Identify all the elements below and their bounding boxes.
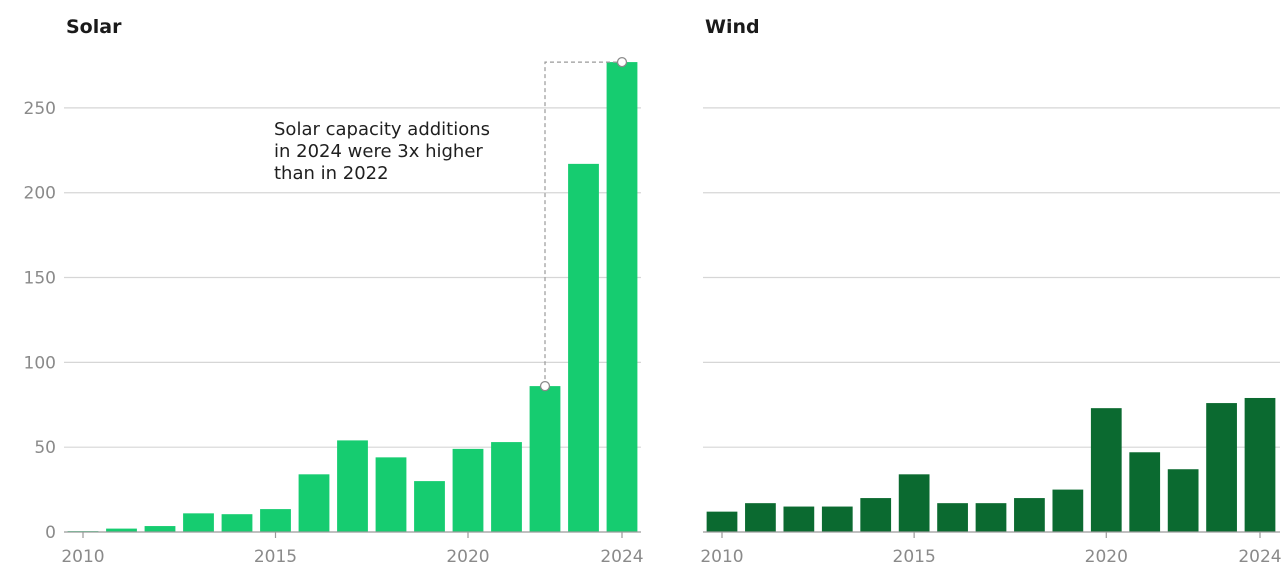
wind-bar-2022 [1167,469,1199,532]
solar-bar-2012 [144,526,176,532]
annotation-marker-start [539,380,551,392]
solar-panel: Solar 0 50 100 150 200 250 2010 2015 2020 2024 Sola… [24,16,644,565]
x-tick-label: 2010 [700,547,743,565]
wind-bar-2013 [821,506,853,532]
solar-bar-2022 [529,386,561,532]
solar-bar-2024 [606,62,638,532]
y-tick-label: 0 [45,523,56,543]
y-tick-label: 150 [24,269,56,289]
solar-title: Solar [66,16,122,38]
solar-bar-2016 [298,474,330,532]
wind-bar-2018 [1014,498,1045,532]
y-tick-label: 50 [34,438,56,458]
solar-bar-2021 [491,442,522,532]
wind-bar-2016 [937,503,968,532]
annotation-line: in 2024 were 3x higher [274,141,483,162]
solar-bar-2018 [375,457,407,532]
x-tick-label: 2010 [61,547,104,565]
solar-bar-2011 [106,528,137,532]
y-tick-label: 100 [24,353,56,373]
wind-bar-2020 [1090,408,1122,532]
x-tick-label: 2024 [1238,547,1281,565]
wind-bar-2017 [975,503,1007,532]
annotation-marker-end [616,56,628,68]
solar-bar-2020 [452,448,484,532]
wind-bar-2012 [783,506,815,532]
x-tick-label: 2015 [893,547,936,565]
x-tick-label: 2015 [254,547,297,565]
wind-panel: Wind 2010 2015 2020 2024 [700,16,1281,565]
y-tick-label: 200 [24,184,56,204]
wind-bar-2015 [898,474,930,532]
y-tick-label: 250 [24,99,56,119]
wind-bar-2011 [745,503,776,532]
solar-bar-2015 [260,509,291,532]
annotation-line: than in 2022 [274,163,389,184]
wind-bar-2021 [1129,452,1161,532]
wind-bar-2014 [860,498,892,532]
annotation-connector [544,61,622,387]
solar-bar-2017 [337,440,368,532]
wind-bar-2010 [706,511,738,532]
x-tick-label: 2020 [1085,547,1128,565]
x-tick-label: 2024 [600,547,643,565]
solar-bar-2019 [414,481,445,532]
solar-bar-2023 [568,163,599,532]
wind-title: Wind [705,16,760,38]
wind-bar-2024 [1244,397,1276,532]
x-tick-label: 2020 [446,547,489,565]
solar-bar-2014 [221,514,253,532]
annotation-text: Solar capacity additions in 2024 were 3x … [274,119,490,184]
annotation-line: Solar capacity additions [274,119,490,140]
wind-bar-2019 [1052,489,1084,532]
solar-bar-2013 [183,513,214,532]
wind-bar-2023 [1206,403,1237,532]
